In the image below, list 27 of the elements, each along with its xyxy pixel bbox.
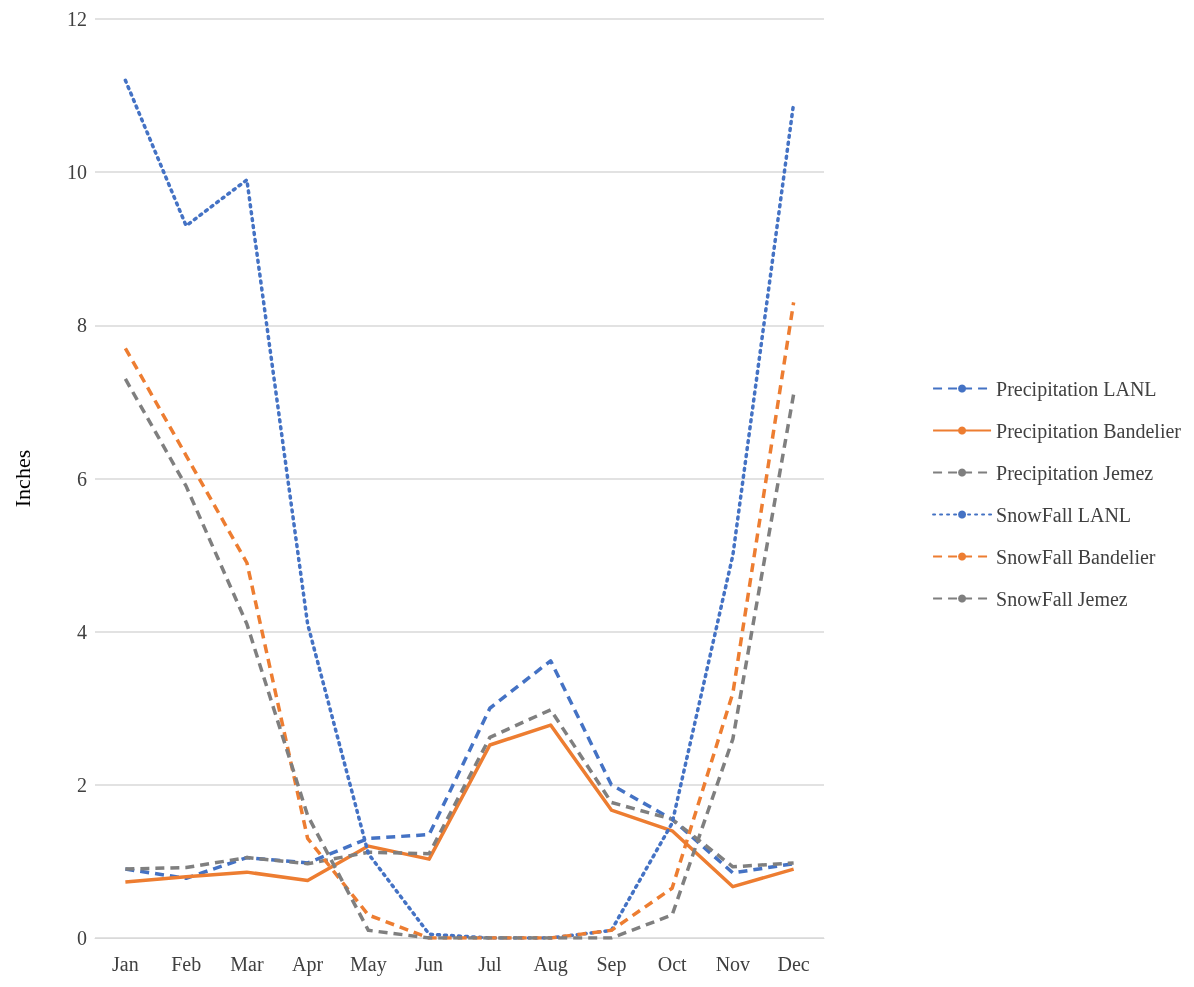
legend-label: SnowFall LANL: [996, 503, 1132, 526]
x-tick-label: Mar: [230, 953, 264, 975]
line-series: [123, 78, 796, 940]
y-tick-label: 10: [67, 161, 87, 184]
legend-label: Precipitation LANL: [996, 377, 1157, 401]
y-tick-label: 6: [77, 467, 87, 490]
x-tick-label: Apr: [292, 953, 324, 976]
x-tick-label: Jul: [478, 953, 502, 975]
y-tick-label: 0: [77, 927, 87, 949]
legend-label: SnowFall Bandelier: [996, 545, 1156, 568]
legend-label: SnowFall Jemez: [996, 587, 1128, 610]
x-tick-label: Nov: [715, 953, 751, 975]
y-tick-label: 4: [77, 620, 87, 643]
x-tick-label: Dec: [777, 953, 810, 975]
y-tick-label: 2: [77, 773, 87, 796]
x-tick-label: Feb: [171, 953, 202, 975]
y-axis-title: Inches: [9, 449, 35, 508]
legend-label: Precipitation Jemez: [996, 461, 1154, 485]
y-tick-label: 12: [67, 8, 87, 30]
x-tick-label: Aug: [533, 953, 568, 976]
x-tick-label: Oct: [657, 953, 687, 975]
x-tick-label: Jan: [112, 953, 139, 975]
x-tick-label: May: [350, 953, 387, 976]
x-tick-label: Sep: [596, 953, 627, 976]
y-tick-label: 8: [77, 314, 87, 337]
x-tick-label: Jun: [415, 953, 444, 975]
legend-label: Precipitation Bandelier: [996, 419, 1182, 443]
